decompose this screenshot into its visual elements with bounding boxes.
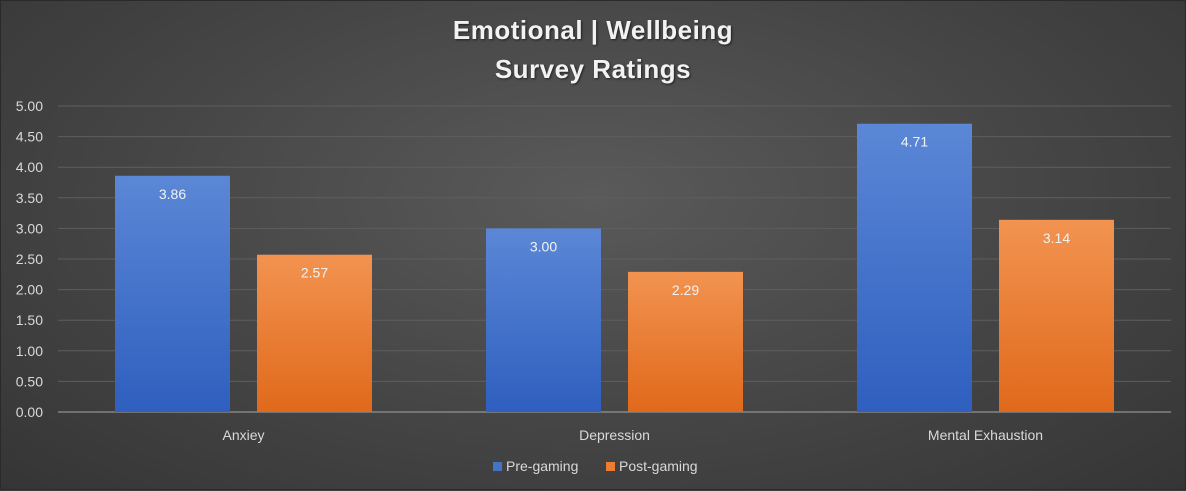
- x-category-label: Mental Exhaustion: [928, 427, 1043, 443]
- y-tick-label: 4.00: [16, 159, 43, 175]
- legend-swatch: [606, 462, 615, 471]
- bar-pre-gaming: [857, 123, 972, 413]
- y-tick-label: 5.00: [16, 98, 43, 114]
- x-category-label: Depression: [579, 427, 650, 443]
- legend-swatch: [493, 462, 502, 471]
- y-tick-label: 0.00: [16, 404, 43, 420]
- y-tick-label: 4.50: [16, 129, 43, 145]
- data-label: 3.00: [530, 238, 557, 254]
- data-label: 3.86: [159, 186, 186, 202]
- y-tick-label: 2.00: [16, 282, 43, 298]
- y-tick-label: 2.50: [16, 251, 43, 267]
- y-tick-label: 1.50: [16, 312, 43, 328]
- bar-pre-gaming: [486, 228, 601, 412]
- legend-label: Post-gaming: [619, 458, 698, 474]
- chart-title-line-2: Survey Ratings: [494, 54, 692, 84]
- bar-post-gaming: [628, 271, 743, 412]
- bar-post-gaming: [257, 254, 372, 412]
- data-label: 4.71: [901, 134, 928, 150]
- x-category-label: Anxiey: [222, 427, 264, 443]
- y-tick-label: 1.00: [16, 343, 43, 359]
- bar-post-gaming: [999, 219, 1114, 412]
- chart-title-line-1: Emotional | Wellbeing: [452, 15, 734, 45]
- y-tick-label: 3.50: [16, 190, 43, 206]
- y-tick-label: 0.50: [16, 373, 43, 389]
- bar-pre-gaming: [115, 175, 230, 412]
- legend-label: Pre-gaming: [506, 458, 578, 474]
- y-tick-label: 3.00: [16, 220, 43, 236]
- data-label: 3.14: [1043, 230, 1070, 246]
- data-label: 2.57: [301, 265, 328, 281]
- data-label: 2.29: [672, 282, 699, 298]
